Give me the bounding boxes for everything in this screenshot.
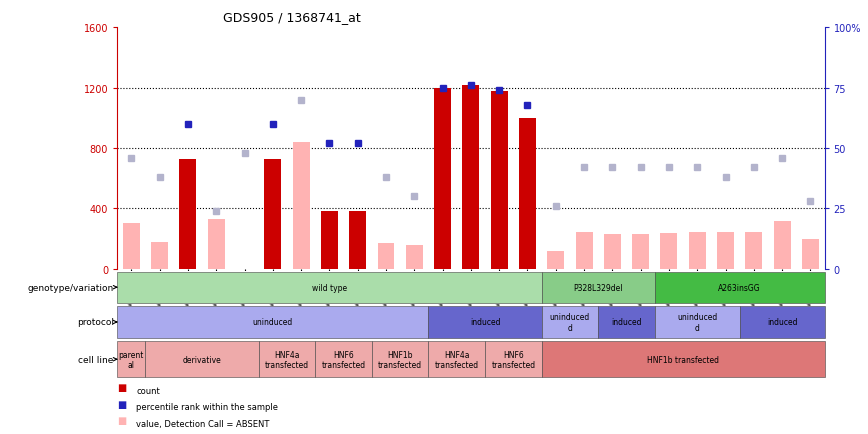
Bar <box>463 85 479 269</box>
Text: uninduced
d: uninduced d <box>549 312 590 332</box>
Bar <box>117 306 429 338</box>
Bar <box>485 342 542 378</box>
Text: P328L329del: P328L329del <box>574 283 623 292</box>
Text: HNF1b
transfected: HNF1b transfected <box>378 350 422 369</box>
Bar <box>315 342 372 378</box>
Text: induced: induced <box>611 318 641 327</box>
Bar <box>542 272 654 303</box>
Text: ■: ■ <box>117 399 127 409</box>
Text: GDS905 / 1368741_at: GDS905 / 1368741_at <box>223 11 361 24</box>
Bar <box>123 224 140 269</box>
Text: ■: ■ <box>117 382 127 392</box>
Bar <box>259 342 315 378</box>
Bar <box>321 212 338 269</box>
Bar <box>117 342 146 378</box>
Text: parent
al: parent al <box>119 350 144 369</box>
Bar <box>746 232 762 269</box>
Text: genotype/variation: genotype/variation <box>28 283 114 292</box>
Text: cell line: cell line <box>78 355 114 364</box>
Text: HNF4a
transfected: HNF4a transfected <box>435 350 479 369</box>
Bar <box>542 342 825 378</box>
Bar <box>654 306 740 338</box>
Bar <box>542 306 598 338</box>
Text: ■: ■ <box>117 432 127 434</box>
Text: protocol: protocol <box>76 318 114 327</box>
Bar <box>654 272 825 303</box>
Text: HNF4a
transfected: HNF4a transfected <box>265 350 309 369</box>
Text: induced: induced <box>767 318 798 327</box>
Bar <box>740 306 825 338</box>
Bar <box>773 222 791 269</box>
Bar <box>293 143 310 269</box>
Text: uninduced
d: uninduced d <box>677 312 717 332</box>
Bar <box>207 220 225 269</box>
Bar <box>180 159 196 269</box>
Text: HNF1b transfected: HNF1b transfected <box>648 355 719 364</box>
Bar <box>689 233 706 269</box>
Text: value, Detection Call = ABSENT: value, Detection Call = ABSENT <box>136 419 270 427</box>
Bar <box>434 89 451 269</box>
Bar <box>406 246 423 269</box>
Text: induced: induced <box>470 318 500 327</box>
Bar <box>632 234 649 269</box>
Bar <box>349 212 366 269</box>
Bar <box>575 232 593 269</box>
Text: HNF6
transfected: HNF6 transfected <box>321 350 365 369</box>
Bar <box>372 342 429 378</box>
Bar <box>378 243 394 269</box>
Bar <box>717 233 734 269</box>
Text: count: count <box>136 386 160 395</box>
Bar <box>802 240 819 269</box>
Text: derivative: derivative <box>182 355 221 364</box>
Bar <box>490 92 508 269</box>
Bar <box>265 159 281 269</box>
Text: A263insGG: A263insGG <box>719 283 761 292</box>
Text: percentile rank within the sample: percentile rank within the sample <box>136 402 279 411</box>
Bar <box>519 118 536 269</box>
Bar <box>429 342 485 378</box>
Bar <box>598 306 654 338</box>
Bar <box>146 342 259 378</box>
Text: ■: ■ <box>117 415 127 425</box>
Text: wild type: wild type <box>312 283 347 292</box>
Bar <box>151 243 168 269</box>
Bar <box>548 251 564 269</box>
Text: uninduced: uninduced <box>253 318 293 327</box>
Bar <box>117 272 542 303</box>
Bar <box>429 306 542 338</box>
Bar <box>661 233 677 269</box>
Bar <box>604 234 621 269</box>
Text: HNF6
transfected: HNF6 transfected <box>491 350 536 369</box>
